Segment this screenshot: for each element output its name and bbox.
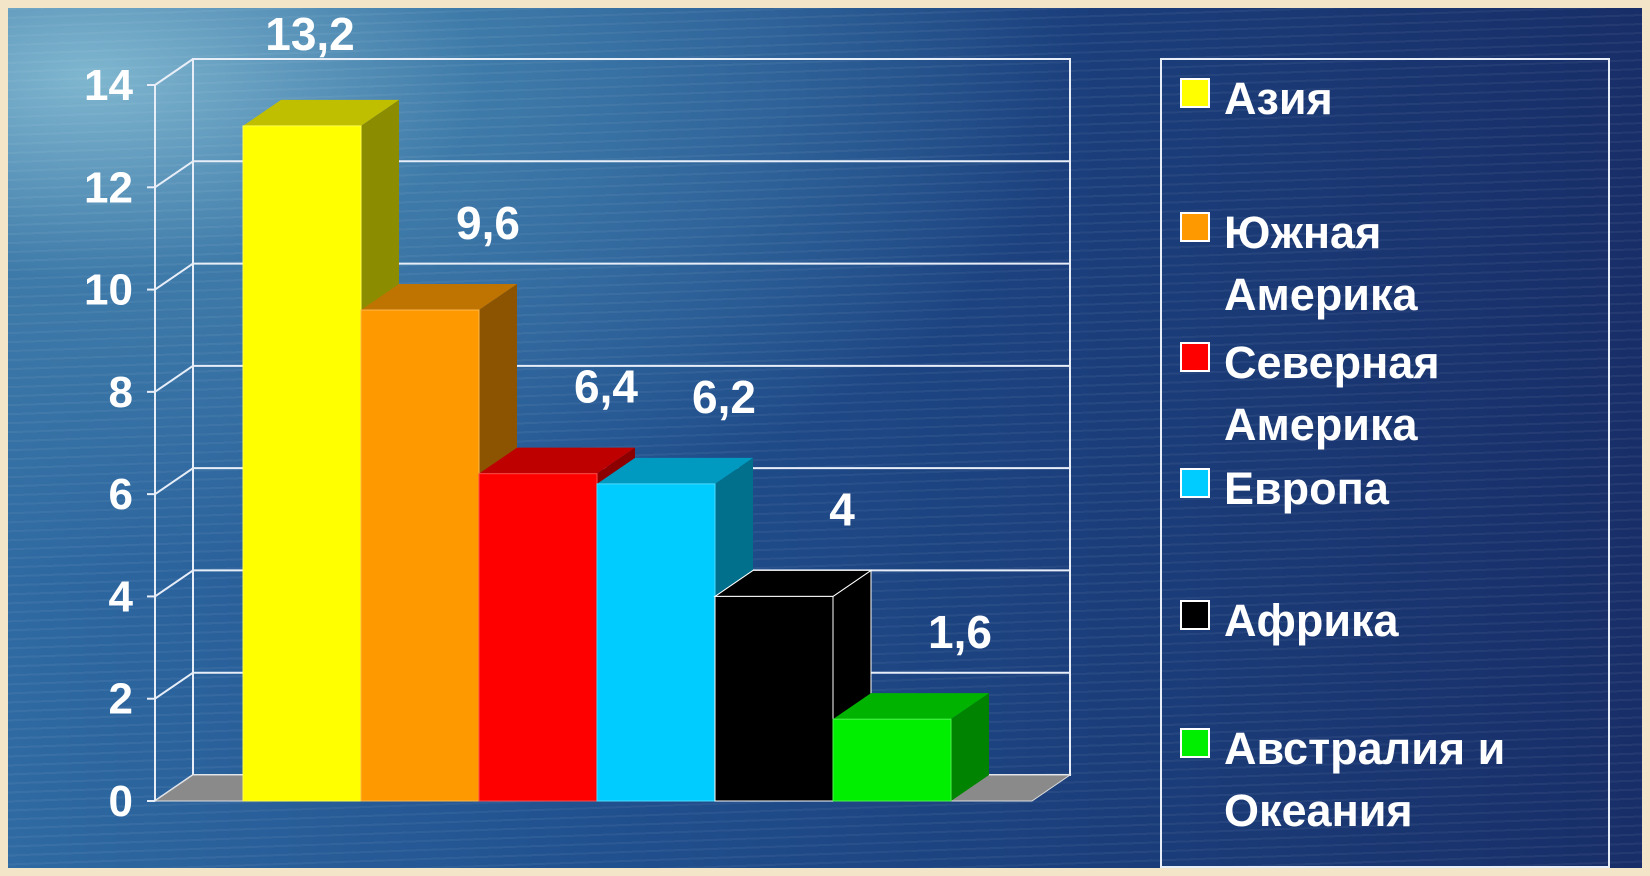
bar-top xyxy=(833,693,989,720)
bar-side xyxy=(951,693,989,801)
legend-swatch-africa xyxy=(1180,600,1210,630)
y-tick-label: 10 xyxy=(84,266,133,315)
y-tick-label: 2 xyxy=(109,675,133,724)
bar-value-label: 4 xyxy=(829,483,855,535)
gridline-side xyxy=(154,160,194,189)
legend-label-europe: Европа xyxy=(1224,463,1389,514)
bar xyxy=(596,483,716,802)
y-tick-label: 12 xyxy=(84,163,133,212)
bar-value-label: 1,6 xyxy=(928,606,992,658)
bar xyxy=(242,125,362,802)
legend-swatch-south-america xyxy=(1180,212,1210,242)
legend-swatch-australia-oceania xyxy=(1180,728,1210,758)
bar xyxy=(832,718,952,802)
bar-value-label: 9,6 xyxy=(456,197,520,249)
bar-value-label: 6,4 xyxy=(574,361,638,413)
bar-value-label: 13,2 xyxy=(265,8,355,60)
bar xyxy=(714,595,834,802)
legend-label-asia: Азия xyxy=(1224,73,1333,124)
bar-top xyxy=(479,447,635,474)
bar-value-label: 6,2 xyxy=(692,371,756,423)
legend-swatch-europe xyxy=(1180,468,1210,498)
y-tick-label: 0 xyxy=(109,777,133,826)
gridline-side xyxy=(154,671,194,700)
gridline-side xyxy=(154,569,194,598)
gridline-side xyxy=(154,365,194,393)
bar-top xyxy=(243,99,399,126)
legend-swatch-asia xyxy=(1180,78,1210,108)
legend-label-north-america: Северная Америка xyxy=(1224,337,1440,450)
legend-label-australia-oceania: Австралия и Океания xyxy=(1224,723,1506,836)
legend-label-africa: Африка xyxy=(1224,595,1399,646)
gridline-side xyxy=(154,262,194,291)
gridline-side xyxy=(154,467,194,495)
legend-label-south-america: Южная Америка xyxy=(1224,207,1418,320)
bar-top xyxy=(597,457,753,484)
chart-legend: Азия Южная Америка Северная Америка Евро… xyxy=(1160,58,1610,868)
bar xyxy=(360,309,480,802)
y-tick-label: 8 xyxy=(109,368,133,417)
legend-swatch-north-america xyxy=(1180,342,1210,372)
y-tick-label: 6 xyxy=(109,470,133,519)
y-tick-label: 14 xyxy=(84,61,133,110)
gridline-side xyxy=(154,58,194,86)
y-tick-label: 4 xyxy=(109,572,134,621)
bar-top xyxy=(361,284,517,311)
bar xyxy=(478,473,598,802)
